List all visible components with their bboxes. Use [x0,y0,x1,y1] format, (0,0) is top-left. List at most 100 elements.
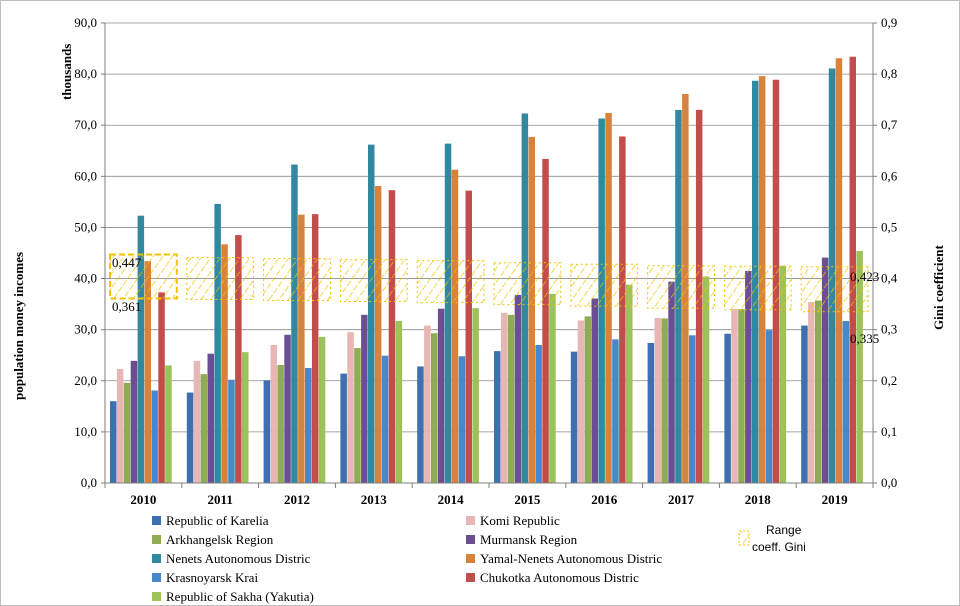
bar [661,318,668,483]
bar [842,320,850,483]
bar [151,390,158,483]
y-right-ticks: 0,0 0,1 0,2 0,3 0,4 0,5 0,6 0,7 0,8 0,9 [873,15,898,490]
gini-range-bar [647,265,715,309]
legend-swatch [152,592,161,601]
x-tick-label: 2011 [208,492,233,507]
bar [821,257,829,483]
gini-range-bar [570,263,639,307]
bar [500,312,508,483]
x-tick-label: 2014 [438,492,465,507]
legend-range-label-2: coeff. Gini [752,540,806,554]
legend-swatch [152,516,161,525]
bar [647,342,655,483]
bar [291,164,298,484]
x-tick-label: 2013 [361,492,388,507]
bar [437,308,445,483]
annotation-min-first: 0,361 [112,299,141,314]
legend-label: Krasnoyarsk Krai [166,570,258,585]
bar [570,351,578,483]
y-left-tick-label: 0,0 [81,475,97,490]
bar [738,309,745,483]
bar [424,325,431,483]
bar [815,300,822,483]
gini-range-bar [186,257,255,301]
y-right-tick-label: 0,9 [881,15,897,30]
gini-range-bar [723,265,792,311]
bar [388,190,396,483]
bar [158,292,165,483]
legend-swatch [466,535,475,544]
legend-range-gini: Range coeff. Gini [738,523,806,554]
bar [612,339,619,483]
bar [242,352,249,483]
annotation-min-last: 0,335 [850,331,879,346]
bar [417,366,424,483]
y-right-tick-label: 0,6 [881,168,898,183]
bar [368,144,375,483]
bar [451,169,459,483]
bar [702,276,710,483]
legend-label: Nenets Autonomous Distric [166,551,311,566]
y-right-tick-label: 0,5 [881,219,897,234]
x-tick-label: 2010 [130,492,156,507]
bar [619,136,626,483]
bar [284,334,291,483]
bar [808,302,815,483]
gini-range-bar [416,260,485,304]
bar [144,261,151,483]
y-right-tick-label: 0,1 [881,424,897,439]
bar [689,335,696,483]
y-right-tick-label: 0,3 [881,322,897,337]
gini-range-bar [339,259,408,303]
y-right-tick-label: 0,0 [881,475,897,490]
bar [221,244,228,483]
legend-swatch [466,554,475,563]
legend-label: Chukotka Autonomous Distric [480,570,639,585]
legend-label: Komi Republic [480,513,560,528]
bar [765,330,773,483]
bar [542,158,549,483]
bar [626,284,633,483]
legend-label: Republic of Sakha (Yakutia) [166,589,314,604]
bar [801,325,808,483]
x-ticks: 2010 2011 2012 2013 2014 2015 2016 2017 2018 2019 [104,483,874,507]
y-left-ticks: 0,0 10,0 20,0 30,0 40,0 50,0 60,0 70,0 80,0 90,0 [74,15,105,490]
y-right-tick-label: 0,4 [881,271,898,286]
bar [444,143,452,483]
bar [381,355,389,483]
bar [235,235,242,483]
bar [745,270,752,483]
y-left-title: population money incomes [11,252,26,400]
x-tick-label: 2015 [514,492,541,507]
bar [263,380,271,483]
bar [535,345,542,483]
bar [361,314,368,483]
bar [654,317,661,483]
legend-label: Yamal-Nenets Autonomous Distric [480,551,662,566]
legend-label: Arkhangelsk Region [166,532,274,547]
bar [123,382,131,483]
bar [130,360,138,483]
legend-swatch [152,573,161,582]
y-left-tick-label: 10,0 [74,424,97,439]
bar [311,214,319,483]
bar [277,364,284,483]
bar [340,373,347,483]
y-right-tick-label: 0,2 [881,373,897,388]
bar [270,345,277,483]
y-left-tick-label: 40,0 [74,271,97,286]
bar [305,368,312,483]
bar [110,401,117,483]
bar [347,332,354,483]
bar [584,316,592,483]
bar [193,360,201,483]
gini-range-bar [109,253,178,300]
bar [472,308,479,483]
x-tick-label: 2016 [591,492,618,507]
y-left-tick-label: 20,0 [74,373,97,388]
bar [494,351,501,483]
bar [298,214,305,483]
bar [318,336,326,483]
legend-swatch [152,554,161,563]
x-tick-label: 2012 [284,492,310,507]
